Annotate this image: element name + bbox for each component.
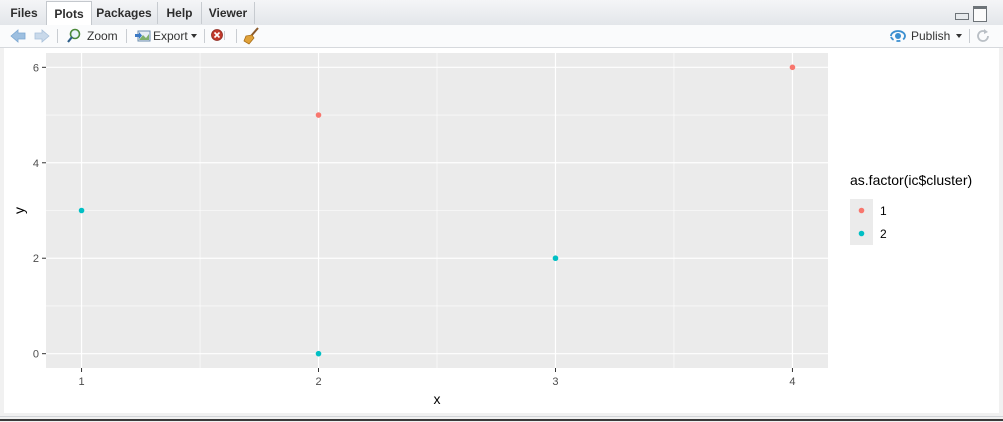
- publish-icon: [890, 30, 906, 42]
- legend-label: 1: [880, 204, 887, 218]
- x-tick-label: 3: [552, 376, 558, 388]
- plot-viewer: 1 2 3 4 0 2 4 6 x y as.factor(ic$cluster) 1 2: [4, 48, 999, 413]
- tab-help[interactable]: Help: [158, 2, 202, 24]
- zoom-label: Zoom: [87, 29, 118, 43]
- publish-label: Publish: [911, 29, 951, 43]
- tab-files[interactable]: Files: [2, 2, 47, 24]
- clear-all-broom-icon[interactable]: [243, 27, 261, 49]
- data-point-cluster-2: [552, 255, 559, 262]
- refresh-icon[interactable]: [975, 28, 991, 50]
- y-axis-title: y: [11, 207, 27, 214]
- x-tick-label: 1: [78, 376, 84, 388]
- x-axis-title: x: [434, 391, 441, 407]
- pane-tab-bar: Files Plots Packages Help Viewer: [0, 0, 1003, 27]
- tab-plots[interactable]: Plots: [46, 1, 92, 27]
- y-tick-label: 4: [33, 158, 39, 170]
- minimize-icon[interactable]: [955, 13, 969, 20]
- y-tick-label: 0: [33, 349, 39, 361]
- data-point-cluster-1: [315, 112, 322, 118]
- tab-packages[interactable]: Packages: [91, 2, 158, 24]
- legend-title: as.factor(ic$cluster): [850, 172, 972, 188]
- remove-plot-icon[interactable]: [209, 28, 227, 50]
- window-bottom-edge: [0, 419, 1003, 421]
- plots-toolbar: Zoom Export: [0, 25, 1003, 48]
- export-label: Export: [153, 29, 188, 43]
- x-tick-label: 2: [315, 376, 321, 388]
- maximize-icon[interactable]: [973, 6, 987, 22]
- y-tick-label: 2: [33, 253, 39, 265]
- data-point-cluster-2: [78, 207, 85, 214]
- y-tick-label: 6: [33, 62, 39, 74]
- legend-key-2: [858, 230, 865, 237]
- zoom-icon: [67, 28, 81, 43]
- legend-key-1: [858, 207, 865, 214]
- data-point-cluster-1: [789, 64, 796, 71]
- scatter-plot: 1 2 3 4 0 2 4 6 x y as.factor(ic$cluster) 1 2: [11, 53, 972, 407]
- legend-label: 2: [880, 227, 887, 241]
- back-arrow-icon[interactable]: [9, 28, 27, 50]
- export-image-icon: [135, 30, 151, 42]
- dropdown-caret-icon: [191, 34, 197, 38]
- data-point-cluster-2: [315, 350, 322, 357]
- tab-viewer[interactable]: Viewer: [202, 2, 255, 24]
- forward-arrow-icon[interactable]: [33, 28, 51, 50]
- dropdown-caret-icon: [956, 34, 962, 38]
- x-tick-label: 4: [789, 376, 795, 388]
